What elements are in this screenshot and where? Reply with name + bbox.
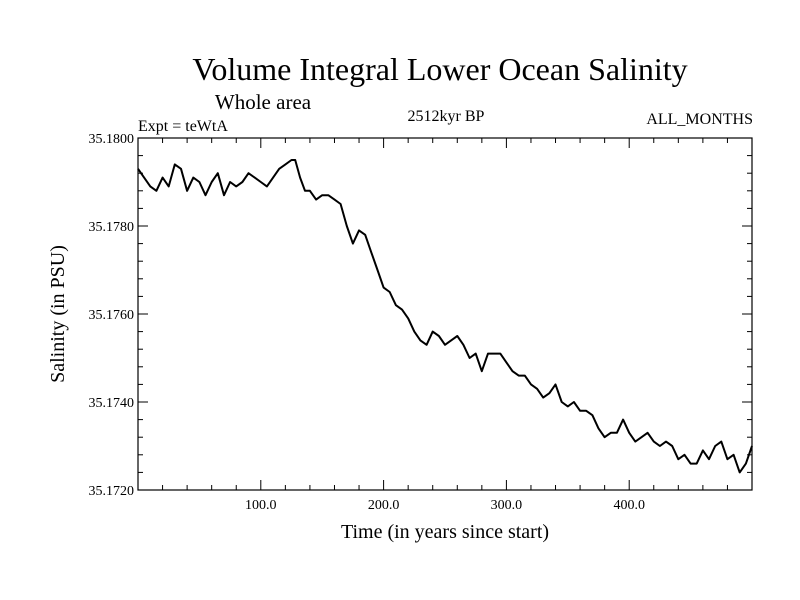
y-axis-label: Salinity (in PSU)	[47, 245, 69, 383]
y-tick-label: 35.1800	[89, 132, 135, 147]
x-tick-label: 100.0	[245, 498, 277, 513]
y-tick-label: 35.1740	[89, 396, 135, 411]
x-tick-label: 400.0	[613, 498, 645, 513]
y-tick-label: 35.1780	[89, 220, 135, 235]
y-tick-label: 35.1760	[89, 308, 135, 323]
x-axis-label: Time (in years since start)	[341, 521, 549, 543]
months-label: ALL_MONTHS	[646, 111, 753, 128]
salinity-series-line	[137, 159, 753, 474]
axis-tick-labels: 100.0 200.0 300.0 400.0 35.1720 35.1740 35.176…	[89, 132, 645, 513]
period-label: 2512kyr BP	[408, 108, 485, 125]
x-tick-label: 200.0	[368, 498, 400, 513]
y-tick-label: 35.1720	[89, 484, 135, 499]
plot-frame	[137, 137, 753, 491]
chart-title: Volume Integral Lower Ocean Salinity	[192, 51, 687, 87]
x-tick-label: 300.0	[491, 498, 523, 513]
axis-ticks	[138, 138, 752, 490]
expt-label: Expt = teWtA	[138, 118, 228, 135]
chart-subtitle: Whole area	[215, 90, 312, 114]
